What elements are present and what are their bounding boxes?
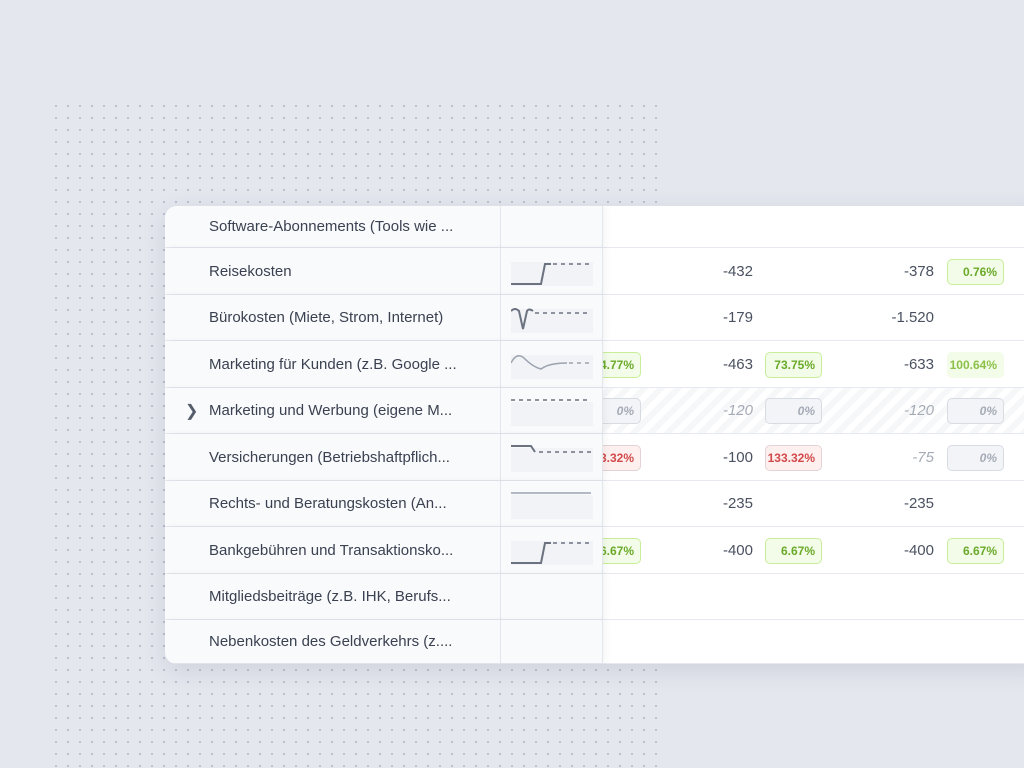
sparkline xyxy=(500,527,603,573)
row-label-cell: Versicherungen (Betriebshaftpflich... xyxy=(165,434,603,480)
sparkline-chart xyxy=(511,445,593,472)
value-cell: -463 xyxy=(722,355,753,373)
row-name: Reisekosten xyxy=(209,262,292,280)
value-cell: -400 xyxy=(722,541,753,559)
row-label-cell: Bürokosten (Miete, Strom, Internet) xyxy=(165,295,603,340)
row-name: Mitgliedsbeiträge (z.B. IHK, Berufs... xyxy=(209,588,451,605)
value-cell: -235 xyxy=(903,495,934,512)
table-row[interactable]: ❯ Marketing und Werbung (eigene M... 0% -12… xyxy=(165,388,1024,434)
row-name: Software-Abonnements (Tools wie ... xyxy=(209,218,454,235)
sparkline xyxy=(500,248,603,294)
change-badge: 133.32% xyxy=(765,444,822,471)
change-badge: 0.76% xyxy=(947,258,1004,285)
table-row[interactable]: Mitgliedsbeiträge (z.B. IHK, Berufs... xyxy=(165,574,1024,620)
sparkline-chart xyxy=(511,492,593,519)
sparkline xyxy=(500,620,603,663)
row-label-cell: Rechts- und Beratungskosten (An... xyxy=(165,481,603,526)
row-name: Marketing und Werbung (eigene M... xyxy=(209,402,453,419)
sparkline xyxy=(500,206,603,247)
change-badge: 0% xyxy=(947,398,1004,424)
table-row[interactable]: Marketing für Kunden (z.B. Google ... 4.7… xyxy=(165,341,1024,388)
row-label-cell: ❯ Marketing und Werbung (eigene M... xyxy=(165,388,603,433)
value-cell: -75 xyxy=(912,448,934,466)
row-name: Bankgebühren und Transaktionsko... xyxy=(209,541,454,559)
value-cell: -1.520 xyxy=(891,309,934,326)
value-cell: -120 xyxy=(903,402,934,419)
sparkline-chart xyxy=(511,399,593,426)
table-row[interactable]: Versicherungen (Betriebshaftpflich... 133… xyxy=(165,434,1024,481)
table-row[interactable]: Bankgebühren und Transaktionsko... 6.67% -… xyxy=(165,527,1024,574)
change-badge: 6.67% xyxy=(765,537,822,564)
row-label-cell: Mitgliedsbeiträge (z.B. IHK, Berufs... xyxy=(165,574,603,619)
sparkline xyxy=(500,574,603,619)
sparkline xyxy=(500,295,603,340)
row-name: Versicherungen (Betriebshaftpflich... xyxy=(209,448,450,466)
sparkline-chart xyxy=(511,308,593,333)
table-row[interactable]: Bürokosten (Miete, Strom, Internet) -179 -… xyxy=(165,295,1024,341)
chevron-right-icon[interactable]: ❯ xyxy=(185,402,199,420)
row-name: Rechts- und Beratungskosten (An... xyxy=(209,495,447,512)
change-badge: 100.64% xyxy=(947,351,1004,378)
table-row[interactable]: Software-Abonnements (Tools wie ... xyxy=(165,206,1024,248)
change-badge: 0% xyxy=(947,444,1004,471)
sparkline xyxy=(500,481,603,526)
change-badge: 6.67% xyxy=(947,537,1004,564)
value-cell: -120 xyxy=(722,402,753,419)
sparkline xyxy=(500,434,603,480)
value-cell: -400 xyxy=(903,541,934,559)
sparkline-chart xyxy=(511,541,593,565)
value-cell: -378 xyxy=(903,262,934,280)
expense-table: Software-Abonnements (Tools wie ... Reise… xyxy=(165,206,1024,664)
value-cell: -179 xyxy=(722,309,753,326)
row-label-cell: Reisekosten xyxy=(165,248,603,294)
value-cell: -633 xyxy=(903,355,934,373)
sparkline-chart xyxy=(511,355,593,379)
sparkline xyxy=(500,388,603,433)
row-label-cell: Software-Abonnements (Tools wie ... xyxy=(165,206,603,247)
table-row[interactable]: Nebenkosten des Geldverkehrs (z.... xyxy=(165,620,1024,664)
row-name: Nebenkosten des Geldverkehrs (z.... xyxy=(209,633,453,650)
row-label-cell: Marketing für Kunden (z.B. Google ... xyxy=(165,341,603,387)
sparkline xyxy=(500,341,603,387)
value-cell: -100 xyxy=(722,448,753,466)
value-cell: -432 xyxy=(722,262,753,280)
sparkline-chart xyxy=(511,262,593,286)
row-name: Marketing für Kunden (z.B. Google ... xyxy=(209,355,457,373)
table-row[interactable]: Rechts- und Beratungskosten (An... -235 -2… xyxy=(165,481,1024,527)
row-label-cell: Nebenkosten des Geldverkehrs (z.... xyxy=(165,620,603,663)
row-name: Bürokosten (Miete, Strom, Internet) xyxy=(209,309,444,326)
change-badge: 73.75% xyxy=(765,351,822,378)
table-row[interactable]: Reisekosten -432 -378 0.76% xyxy=(165,248,1024,295)
value-cell: -235 xyxy=(722,495,753,512)
row-label-cell: Bankgebühren und Transaktionsko... xyxy=(165,527,603,573)
change-badge: 0% xyxy=(765,398,822,424)
